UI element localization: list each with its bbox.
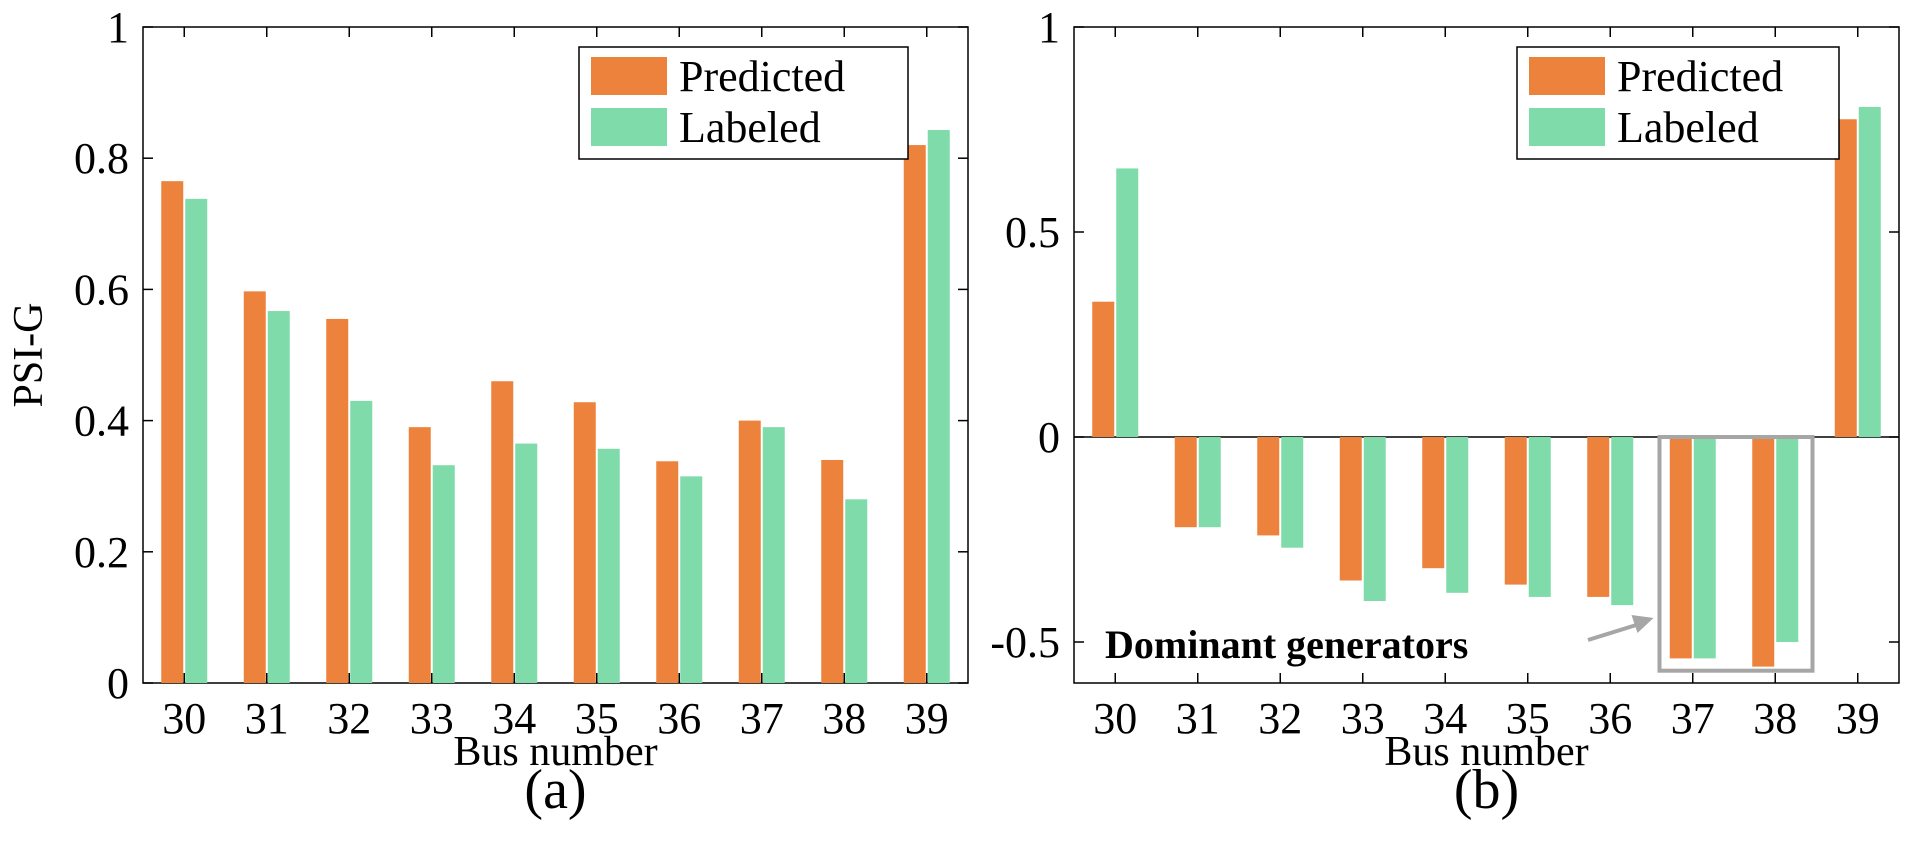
annotation-arrow-head — [1631, 615, 1654, 633]
x-tick-label: 39 — [1836, 694, 1880, 743]
bar-labeled-32 — [350, 400, 373, 683]
x-tick-label: 36 — [657, 694, 701, 743]
bar-predicted-35 — [1504, 437, 1527, 585]
bar-predicted-36 — [1587, 437, 1610, 597]
bar-labeled-30 — [1116, 168, 1139, 437]
bar-predicted-32 — [1257, 437, 1280, 536]
x-tick-label: 37 — [740, 694, 784, 743]
y-tick-label: 1 — [1038, 3, 1060, 52]
x-tick-label: 30 — [1093, 694, 1137, 743]
y-tick-label: 0 — [107, 659, 129, 708]
bar-labeled-38 — [1776, 437, 1799, 642]
plot-area — [1073, 26, 1900, 684]
x-tick-label: 30 — [162, 694, 206, 743]
x-axis-label: Bus number — [1384, 729, 1588, 775]
bar-predicted-33 — [408, 427, 431, 683]
y-tick-label: 0.8 — [74, 134, 129, 183]
bar-predicted-39 — [903, 145, 926, 683]
x-tick-label: 31 — [1176, 694, 1220, 743]
legend-label-predicted: Predicted — [1617, 52, 1783, 101]
x-tick-label: 38 — [1753, 694, 1797, 743]
y-tick-label: 0 — [1038, 413, 1060, 462]
x-tick-label: 32 — [327, 694, 371, 743]
y-tick-label: -0.5 — [990, 618, 1060, 667]
legend-label-predicted: Predicted — [679, 52, 845, 101]
legend-swatch-labeled — [591, 108, 667, 146]
bar-labeled-38 — [845, 499, 868, 683]
legend-swatch-predicted — [591, 57, 667, 95]
x-tick-label: 36 — [1588, 694, 1632, 743]
bar-predicted-30 — [161, 181, 184, 683]
y-tick-label: 0.2 — [74, 528, 129, 577]
legend-label-labeled: Labeled — [1617, 103, 1759, 152]
bar-predicted-37 — [1669, 437, 1692, 659]
bar-predicted-32 — [326, 318, 349, 683]
bar-labeled-36 — [1611, 437, 1634, 606]
x-tick-label: 31 — [245, 694, 289, 743]
y-axis-label: PSI-G — [6, 302, 52, 407]
x-tick-label: 34 — [492, 694, 536, 743]
legend-swatch-labeled — [1529, 108, 1605, 146]
annotation-label: Dominant generators — [1105, 622, 1468, 667]
bar-predicted-36 — [656, 461, 679, 683]
x-tick-label: 33 — [410, 694, 454, 743]
panel-label: (a) — [524, 759, 586, 821]
y-tick-label: 1 — [107, 3, 129, 52]
plot-area — [142, 26, 969, 684]
legend-swatch-predicted — [1529, 57, 1605, 95]
bar-predicted-30 — [1092, 301, 1115, 437]
bar-labeled-35 — [597, 448, 620, 683]
bar-labeled-33 — [1363, 437, 1386, 601]
bar-predicted-34 — [491, 381, 514, 683]
bar-labeled-36 — [680, 476, 703, 683]
bar-predicted-31 — [243, 291, 266, 683]
panel-a: 0 0.2 0.4 0.6 0.8 1 30 31 32 33 34 35 36 37 38 39 Bus nu… — [6, 3, 969, 821]
bar-labeled-30 — [185, 198, 208, 683]
bar-predicted-37 — [738, 420, 761, 683]
y-tick-label: 0.6 — [74, 265, 129, 314]
bar-predicted-35 — [573, 402, 596, 683]
legend-label-labeled: Labeled — [679, 103, 821, 152]
bar-labeled-32 — [1281, 437, 1304, 548]
bar-predicted-34 — [1422, 437, 1445, 569]
y-tick-label: 0.5 — [1005, 208, 1060, 257]
bar-predicted-38 — [821, 459, 844, 683]
bar-labeled-37 — [1693, 437, 1716, 659]
x-tick-label: 35 — [1506, 694, 1550, 743]
bar-labeled-31 — [267, 311, 290, 683]
panel-b: -0.5 0 0.5 1 30 31 32 33 34 35 36 37 38 39 Bus number(… — [990, 3, 1900, 821]
bar-labeled-39 — [927, 129, 950, 683]
dominant-generators-highlight-box — [1657, 435, 1815, 673]
x-tick-label: 39 — [905, 694, 949, 743]
x-axis-label: Bus number — [453, 729, 657, 775]
annotation-arrow — [1587, 622, 1641, 642]
bar-labeled-39 — [1858, 106, 1881, 437]
panel-label: (b) — [1454, 759, 1519, 821]
x-tick-label: 35 — [575, 694, 619, 743]
bar-predicted-38 — [1752, 437, 1775, 667]
bar-labeled-37 — [762, 427, 785, 683]
bar-labeled-34 — [515, 443, 538, 683]
x-tick-label: 33 — [1341, 694, 1385, 743]
y-tick-label: 0.4 — [74, 397, 129, 446]
x-tick-label: 37 — [1671, 694, 1715, 743]
bar-predicted-39 — [1834, 119, 1857, 437]
bar-labeled-34 — [1446, 437, 1469, 593]
bar-predicted-33 — [1339, 437, 1362, 581]
bar-labeled-31 — [1198, 437, 1221, 528]
x-tick-label: 32 — [1258, 694, 1302, 743]
x-tick-label: 38 — [822, 694, 866, 743]
bar-labeled-33 — [432, 465, 455, 683]
bar-predicted-31 — [1174, 437, 1197, 528]
bar-labeled-35 — [1528, 437, 1551, 597]
x-tick-label: 34 — [1423, 694, 1467, 743]
